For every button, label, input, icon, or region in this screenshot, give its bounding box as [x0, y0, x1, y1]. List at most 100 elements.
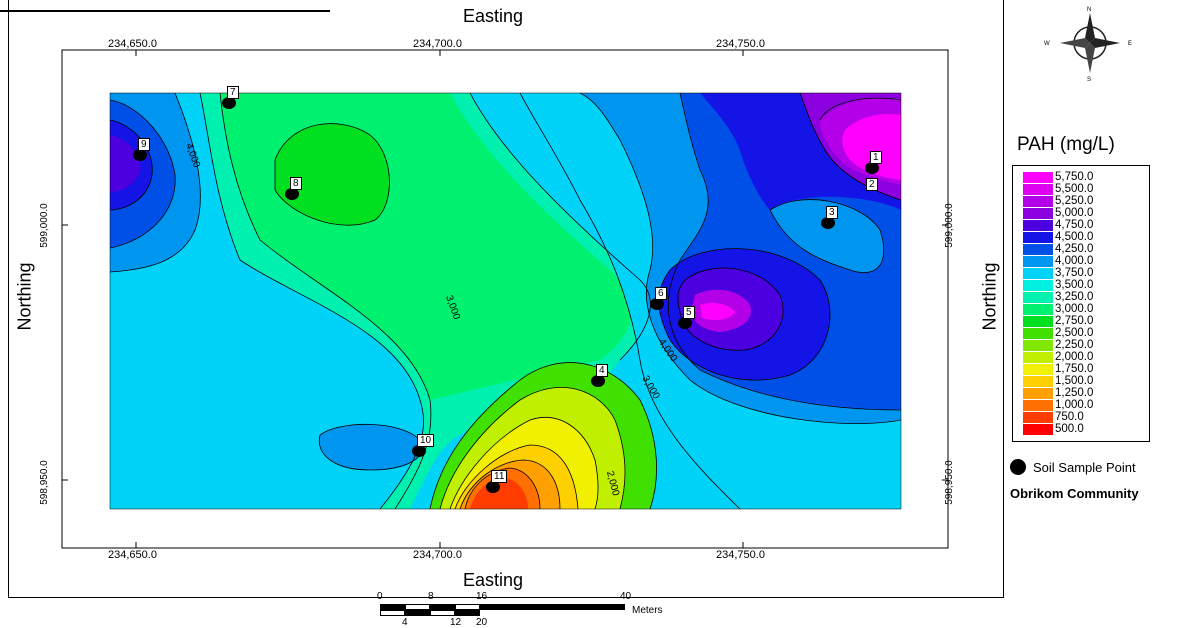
x-axis-title-bottom: Easting — [463, 570, 524, 590]
legend-level-label: 3,000.0 — [1055, 303, 1094, 315]
legend-level-label: 4,750.0 — [1055, 219, 1094, 231]
legend-swatch — [1023, 256, 1053, 267]
x-tick-bottom-1: 234,650.0 — [108, 549, 157, 561]
compass-rose-icon: N S E W — [1044, 7, 1132, 83]
map-frame — [8, 0, 1004, 598]
legend-row: 1,250.0 — [1023, 387, 1093, 399]
legend-swatch — [1023, 244, 1053, 255]
legend-swatch — [1023, 232, 1053, 243]
x-tick-top-3: 234,750.0 — [716, 38, 765, 50]
community-label: Obrikom Community — [1010, 486, 1139, 501]
sample-point-marker[interactable] — [650, 298, 664, 310]
legend-row: 4,500.0 — [1023, 231, 1093, 243]
sample-point-label: 2 — [866, 178, 878, 191]
sample-point-label: 10 — [417, 434, 435, 447]
x-tick-bottom-2: 234,700.0 — [413, 549, 462, 561]
sample-point-marker[interactable] — [133, 149, 147, 161]
x-tick-top-2: 234,700.0 — [413, 38, 462, 50]
sample-point-marker[interactable] — [591, 375, 605, 387]
legend-level-label: 2,750.0 — [1055, 315, 1094, 327]
legend-row: 5,250.0 — [1023, 195, 1094, 207]
x-tick-bottom-3: 234,750.0 — [716, 549, 765, 561]
legend-row: 1,000.0 — [1023, 399, 1094, 411]
legend-level-label: 1,000.0 — [1055, 399, 1094, 411]
legend-row: 3,500.0 — [1023, 279, 1094, 291]
legend-level-label: 5,500.0 — [1055, 183, 1094, 195]
compass-e: E — [1128, 41, 1132, 47]
legend-row: 5,000.0 — [1023, 207, 1094, 219]
legend-swatch — [1023, 328, 1053, 339]
legend-swatch — [1023, 364, 1053, 375]
legend-level-label: 1,750.0 — [1055, 363, 1094, 375]
sample-point-marker[interactable] — [821, 217, 835, 229]
sample-point-label: 4 — [596, 364, 608, 377]
sample-point-label: 3 — [826, 206, 838, 219]
contour-fill — [110, 93, 901, 509]
scale-segment — [455, 604, 480, 610]
legend-row: 5,500.0 — [1023, 183, 1094, 195]
legend-box: 5,750.0 5,500.0 5,250.0 5,000.0 4,750.0 4,500… — [1012, 165, 1150, 442]
legend-row: 1,750.0 — [1023, 363, 1094, 375]
legend-swatch — [1023, 196, 1053, 207]
scale-label: 16 — [476, 591, 488, 602]
scale-label: 0 — [377, 591, 383, 602]
legend-row: 500.0 — [1023, 423, 1084, 435]
legend-swatch — [1023, 316, 1053, 327]
legend-swatch — [1023, 184, 1053, 195]
legend-level-label: 4,000.0 — [1055, 255, 1094, 267]
legend-row: 2,500.0 — [1023, 327, 1094, 339]
sample-point-marker[interactable] — [678, 317, 692, 329]
scale-label: 40 — [620, 591, 632, 602]
legend-level-label: 3,500.0 — [1055, 279, 1094, 291]
legend-swatch — [1023, 292, 1053, 303]
legend-swatch — [1023, 388, 1053, 399]
legend-level-label: 3,250.0 — [1055, 291, 1094, 303]
sample-point-label: 5 — [683, 306, 695, 319]
legend-row: 3,000.0 — [1023, 303, 1094, 315]
x-tick-top-1: 234,650.0 — [108, 38, 157, 50]
legend-swatch — [1023, 400, 1053, 411]
sample-point-marker[interactable] — [865, 162, 879, 174]
legend-row: 2,750.0 — [1023, 315, 1094, 327]
legend-row: 4,250.0 — [1023, 243, 1093, 255]
legend-row: 1,500.0 — [1023, 375, 1093, 387]
legend-row: 4,000.0 — [1023, 255, 1094, 267]
legend-row: 3,750.0 — [1023, 267, 1094, 279]
legend-swatch — [1023, 280, 1053, 291]
sample-point-label: 11 — [491, 470, 508, 483]
scale-label: 20 — [476, 617, 488, 628]
legend-swatch — [1023, 412, 1053, 423]
legend-level-label: 5,750.0 — [1055, 171, 1094, 183]
sample-point-label: 8 — [290, 177, 302, 190]
scale-label: 12 — [450, 617, 462, 628]
legend-swatch — [1023, 304, 1053, 315]
sample-point-marker[interactable] — [222, 97, 236, 109]
legend-swatch — [1023, 172, 1053, 183]
legend-row: 4,750.0 — [1023, 219, 1094, 231]
sample-point-legend: Soil Sample Point — [1010, 459, 1136, 475]
scale-unit: Meters — [632, 605, 663, 616]
legend-level-label: 5,000.0 — [1055, 207, 1094, 219]
legend-swatch — [1023, 340, 1053, 351]
x-axis-title-top: Easting — [463, 6, 524, 26]
legend-swatch — [1023, 268, 1053, 279]
legend-level-label: 2,500.0 — [1055, 327, 1094, 339]
legend-level-label: 5,250.0 — [1055, 195, 1094, 207]
sample-point-marker[interactable] — [412, 445, 426, 457]
sample-dot-icon — [1010, 459, 1026, 475]
compass-w: W — [1044, 41, 1050, 47]
sample-point-marker[interactable] — [486, 481, 500, 493]
scale-segment — [380, 610, 405, 616]
legend-level-label: 750.0 — [1055, 411, 1084, 423]
scale-label: 8 — [428, 591, 434, 602]
sample-point-marker[interactable] — [285, 188, 299, 200]
legend-level-label: 2,000.0 — [1055, 351, 1094, 363]
legend-level-label: 500.0 — [1055, 423, 1084, 435]
legend-row: 750.0 — [1023, 411, 1084, 423]
compass-s: S — [1087, 77, 1091, 83]
legend-level-label: 3,750.0 — [1055, 267, 1094, 279]
scale-segment — [430, 610, 455, 616]
sample-point-label: 6 — [655, 287, 667, 300]
scale-segment — [380, 604, 405, 610]
